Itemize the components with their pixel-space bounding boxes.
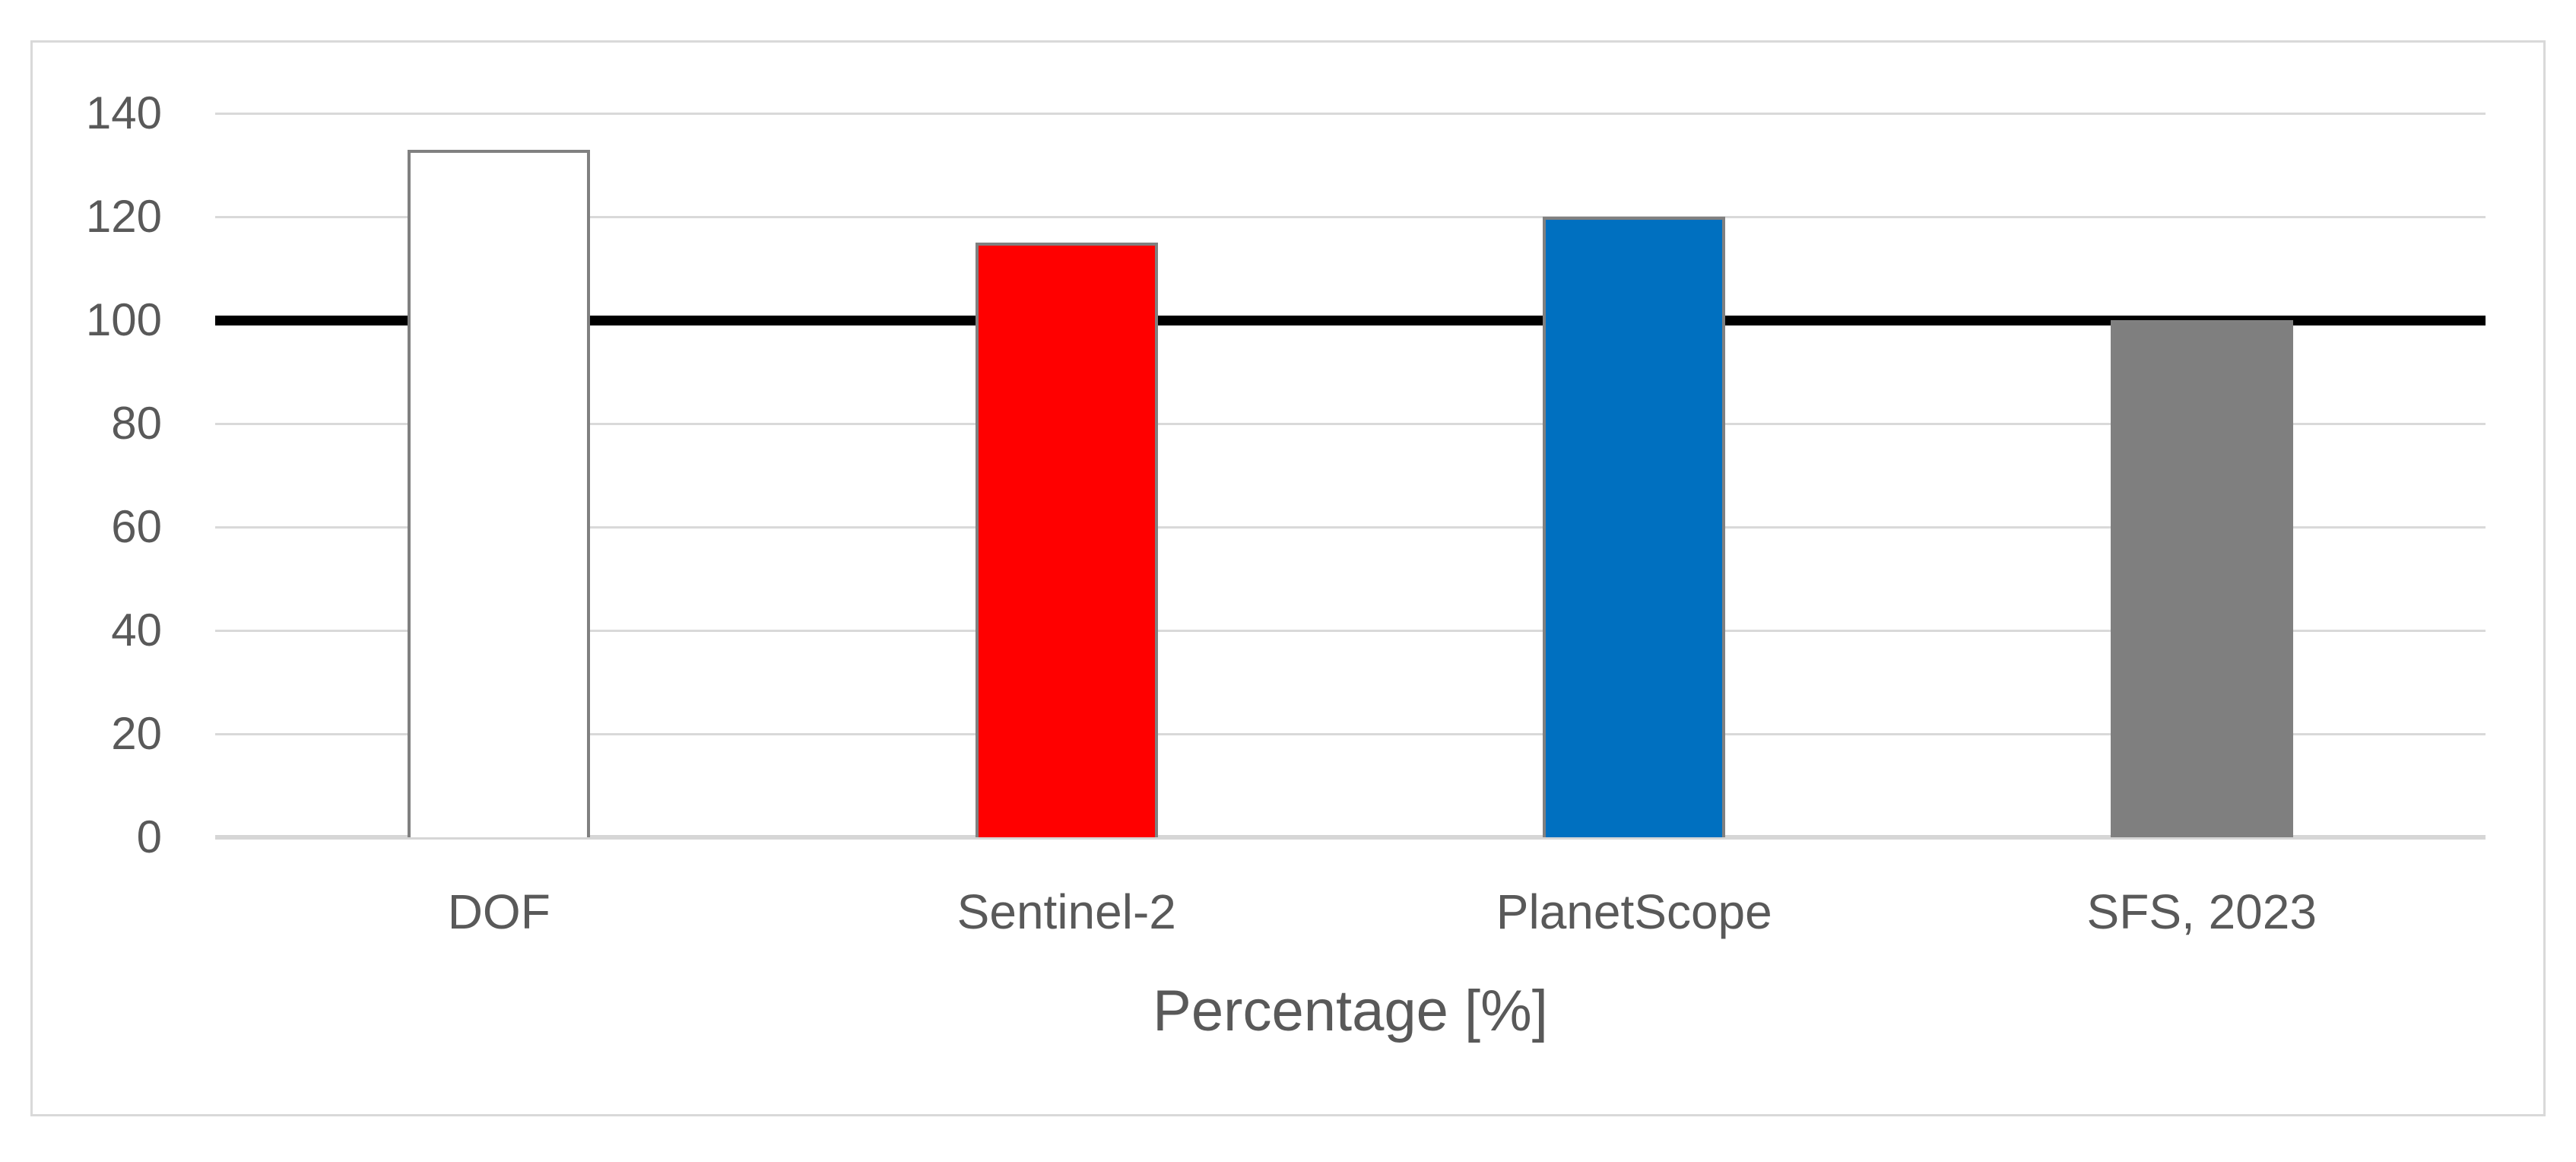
bar-dof	[408, 149, 591, 837]
y-tick-label-0: 0	[136, 811, 162, 862]
y-tick-label-140: 140	[85, 87, 162, 138]
y-tick-label-20: 20	[111, 708, 162, 759]
y-tick-label-100: 100	[85, 294, 162, 345]
gridline-y60	[215, 526, 2486, 529]
gridline-y140	[215, 113, 2486, 115]
reference-line-100	[215, 316, 2486, 325]
y-tick-label-60: 60	[111, 501, 162, 552]
category-label-planetscope: PlanetScope	[1496, 884, 1772, 939]
gridline-y80	[215, 423, 2486, 425]
y-tick-label-80: 80	[111, 398, 162, 449]
bar-planetscope	[1543, 217, 1726, 837]
bar-sfs-2023	[2110, 320, 2293, 837]
bar-sentinel-2	[975, 243, 1158, 837]
gridline-y40	[215, 630, 2486, 632]
y-tick-label-120: 120	[85, 191, 162, 242]
bar-chart-frame: 0 20 40 60 80 100 120 140 DOF Sentinel-2 PlanetSc…	[30, 40, 2546, 1116]
plot-area	[215, 113, 2486, 840]
category-label-sfs-2023: SFS, 2023	[2086, 884, 2317, 939]
category-label-dof: DOF	[447, 884, 550, 939]
x-axis-line	[215, 835, 2486, 840]
y-tick-label-40: 40	[111, 605, 162, 656]
gridline-y120	[215, 216, 2486, 218]
category-label-sentinel-2: Sentinel-2	[956, 884, 1176, 939]
gridline-y20	[215, 733, 2486, 735]
x-axis-title: Percentage [%]	[1153, 979, 1548, 1043]
